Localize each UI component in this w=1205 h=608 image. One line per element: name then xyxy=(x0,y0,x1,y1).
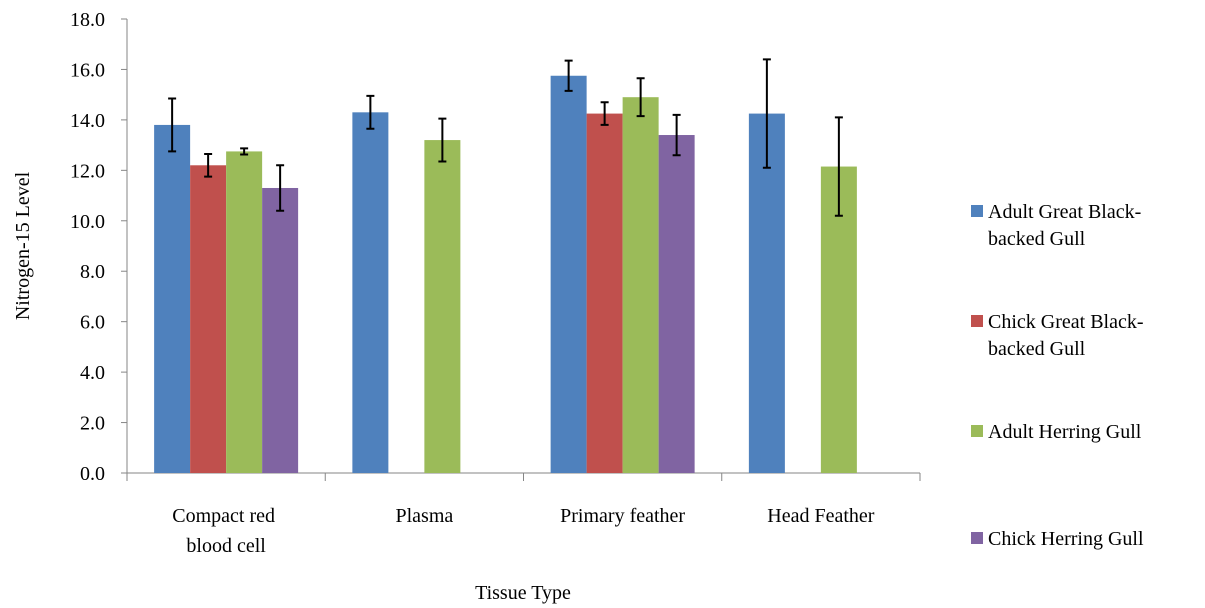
x-tick-label: Plasma xyxy=(395,505,453,527)
x-axis-label: Tissue Type xyxy=(475,582,571,604)
bar xyxy=(622,97,659,473)
legend-swatch xyxy=(971,425,983,437)
bar xyxy=(586,113,623,473)
y-tick-label: 8.0 xyxy=(80,261,105,283)
error-bar xyxy=(834,116,843,217)
error-bar xyxy=(366,94,375,130)
error-bar xyxy=(600,101,609,126)
bar xyxy=(154,124,191,473)
y-tick-label: 0.0 xyxy=(80,463,105,485)
y-tick-label: 6.0 xyxy=(80,312,105,334)
bar xyxy=(820,166,857,474)
bar xyxy=(352,112,389,474)
bar xyxy=(550,75,587,473)
y-tick-label: 10.0 xyxy=(70,211,105,233)
bar xyxy=(658,135,695,473)
bar xyxy=(424,140,461,474)
y-tick-label: 18.0 xyxy=(70,9,105,31)
y-tick-label: 2.0 xyxy=(80,413,105,435)
legend-swatch xyxy=(971,532,983,544)
y-axis-label: Nitrogen-15 Level xyxy=(12,171,34,320)
bar xyxy=(748,113,785,473)
error-bar xyxy=(672,113,681,157)
x-tick-label: Head Feather xyxy=(767,505,875,527)
error-bar xyxy=(636,77,645,118)
bar xyxy=(190,165,227,474)
bar xyxy=(262,187,299,473)
error-bar xyxy=(240,147,249,156)
x-tick-label: Compact red blood cell xyxy=(172,505,280,557)
y-tick-label: 4.0 xyxy=(80,362,105,384)
x-tick-label: Primary feather xyxy=(560,505,685,527)
legend-label: Adult Great Black-backed Gull xyxy=(988,201,1141,250)
error-bar xyxy=(204,152,213,178)
error-bar xyxy=(564,59,573,92)
error-bar xyxy=(276,164,285,212)
y-tick-label: 16.0 xyxy=(70,59,105,81)
legend-label: Adult Herring Gull xyxy=(988,421,1142,443)
error-bar xyxy=(168,97,177,153)
y-tick-label: 12.0 xyxy=(70,160,105,182)
legend-label: Chick Herring Gull xyxy=(988,528,1144,550)
bar xyxy=(226,151,263,473)
legend-label: Chick Great Black-backed Gull xyxy=(988,311,1144,360)
legend-swatch xyxy=(971,315,983,327)
error-bar xyxy=(762,58,771,169)
y-tick-label: 14.0 xyxy=(70,110,105,132)
legend-swatch xyxy=(971,205,983,217)
error-bar xyxy=(438,117,447,163)
